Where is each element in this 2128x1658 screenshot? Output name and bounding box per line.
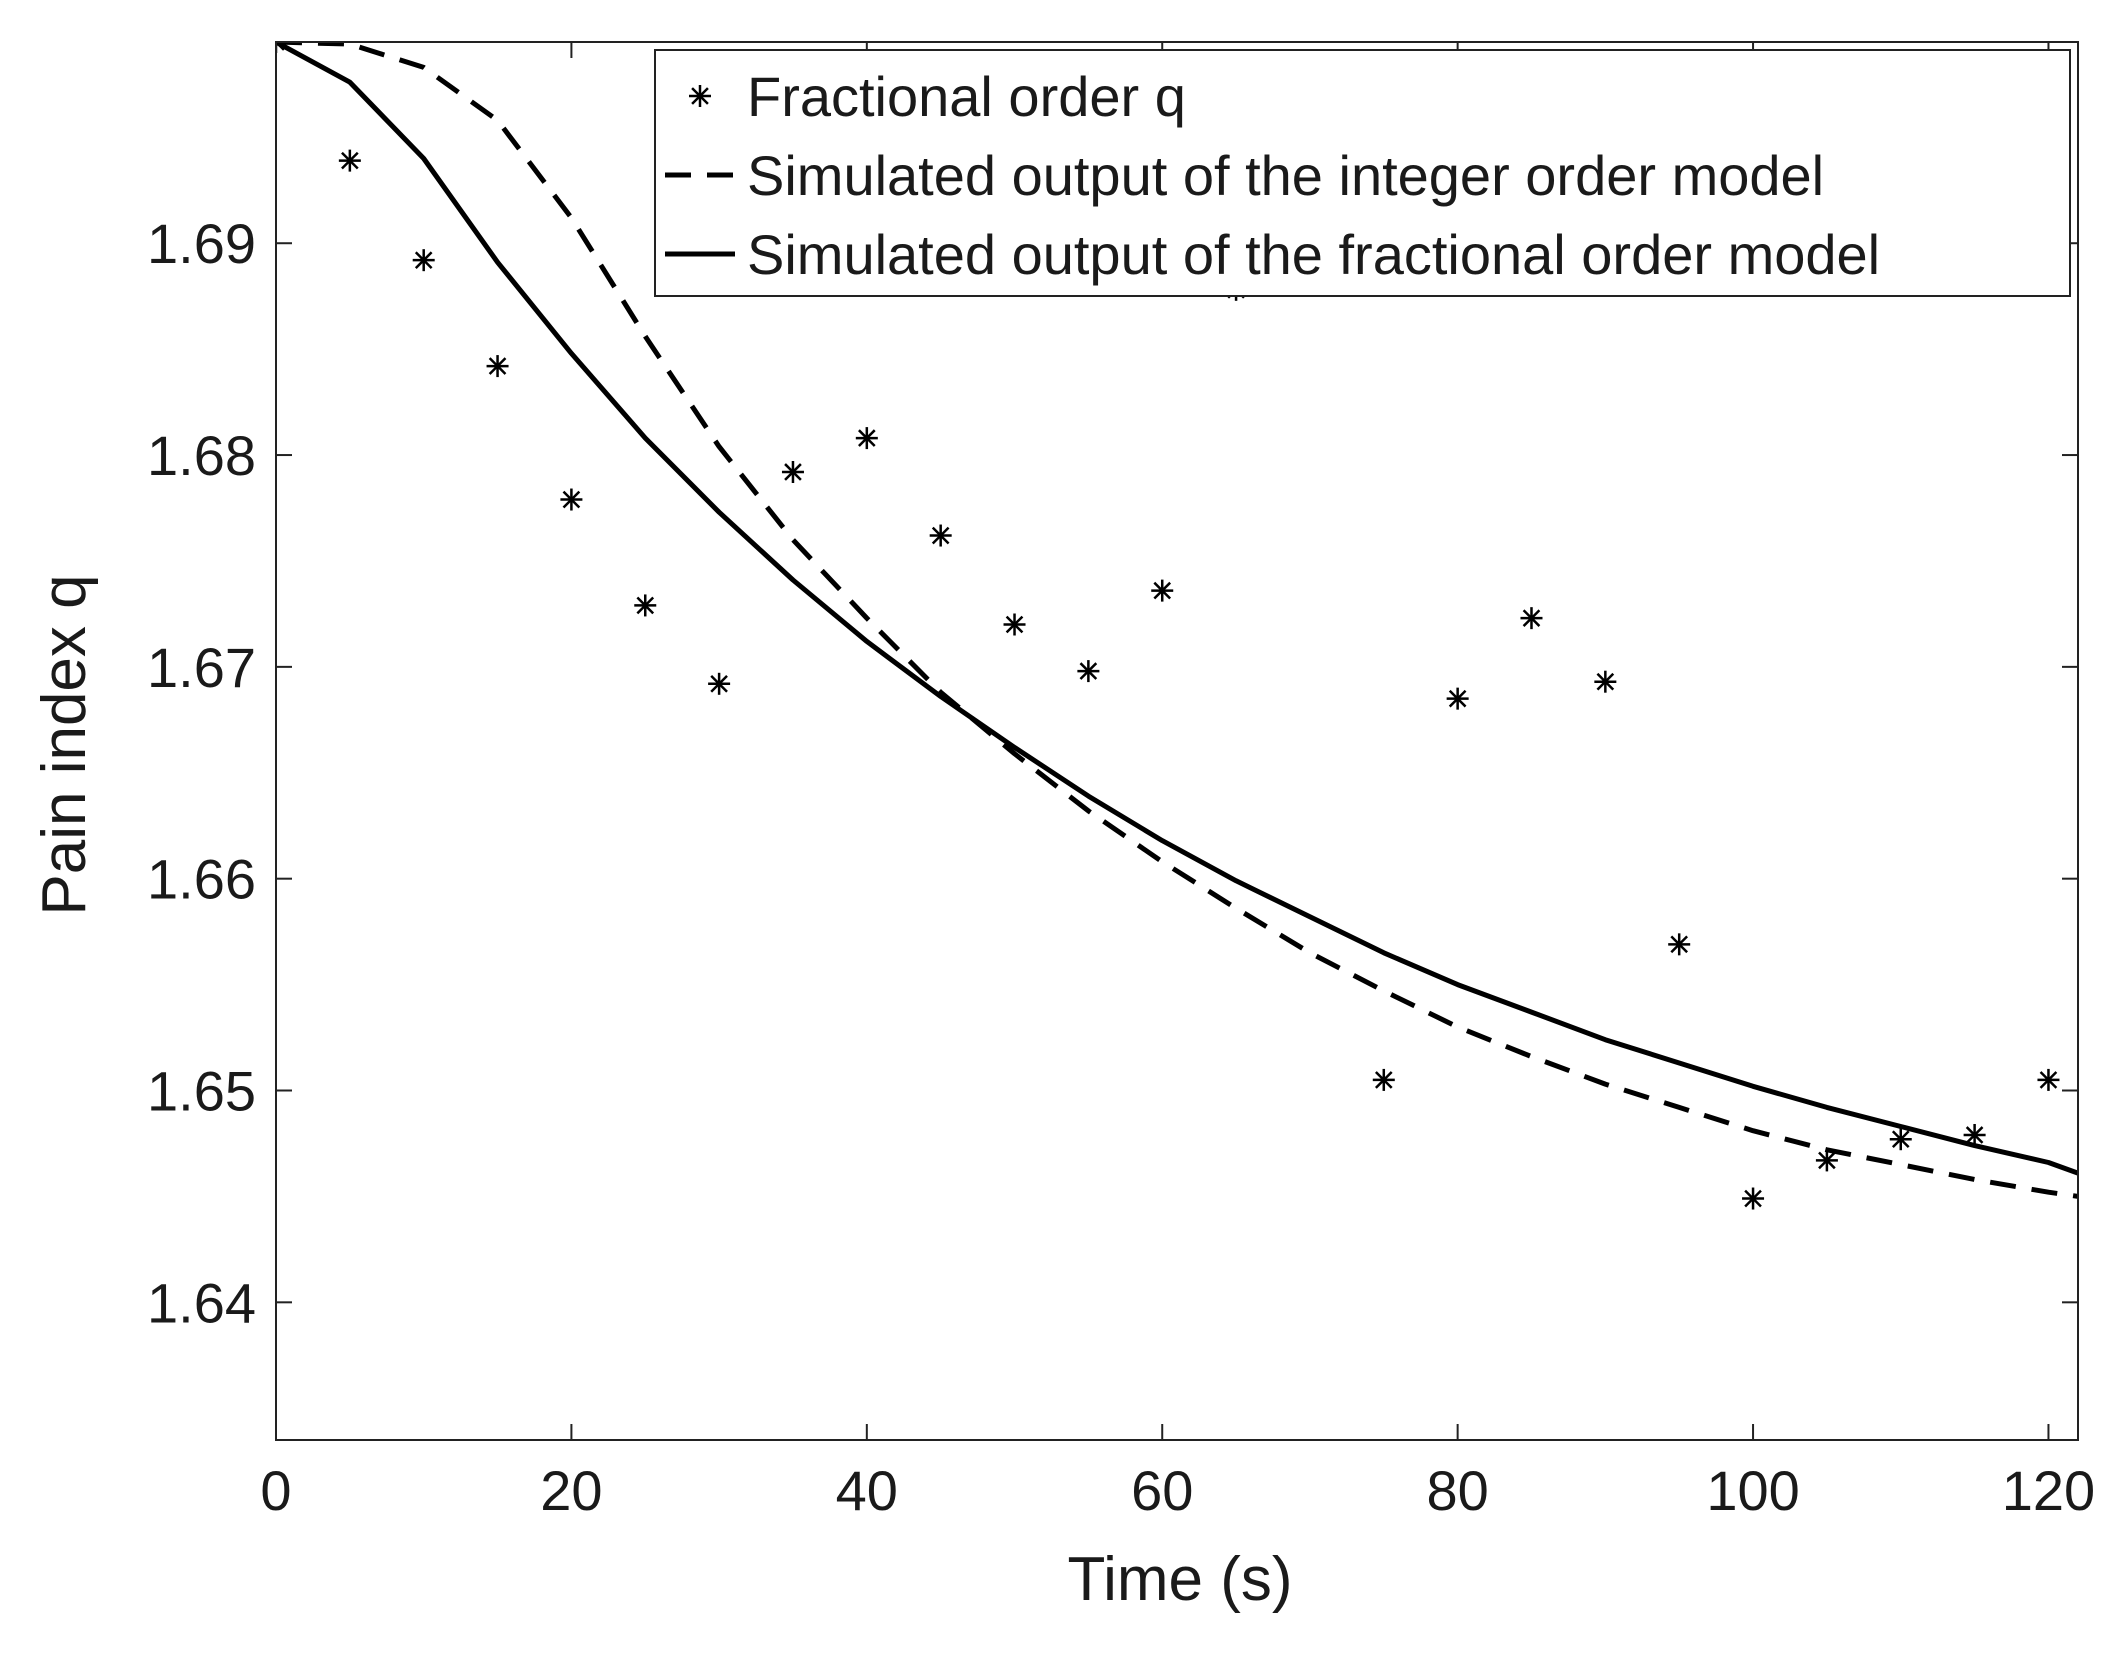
marker-stroke <box>1670 935 1689 954</box>
data-point <box>1372 1068 1395 1091</box>
data-point <box>1963 1123 1986 1146</box>
data-point <box>1742 1187 1765 1210</box>
data-point <box>929 524 952 547</box>
series-group <box>276 42 2078 1210</box>
y-tick-label: 1.65 <box>147 1060 256 1123</box>
x-tick-label: 20 <box>540 1459 602 1522</box>
marker-stroke <box>1744 1189 1762 1208</box>
legend-label: Simulated output of the fractional order… <box>747 223 1880 286</box>
data-point <box>1003 613 1026 636</box>
data-point <box>781 460 804 483</box>
data-point <box>1520 607 1543 630</box>
marker-stroke <box>562 490 581 509</box>
marker-stroke <box>858 429 876 447</box>
data-point <box>338 149 361 172</box>
marker-stroke <box>710 675 728 693</box>
marker-stroke <box>691 87 709 105</box>
y-tick-label: 1.66 <box>147 848 256 911</box>
legend-marker <box>689 85 711 107</box>
data-point <box>1446 687 1469 710</box>
x-tick-label: 0 <box>260 1459 291 1522</box>
marker-stroke <box>1005 615 1024 634</box>
marker-stroke <box>1448 689 1467 708</box>
data-point <box>486 355 509 378</box>
legend-label: Fractional order q <box>747 65 1186 128</box>
marker-stroke <box>414 251 433 269</box>
legend-box <box>654 49 2071 297</box>
data-point <box>2037 1068 2060 1091</box>
data-point <box>1815 1149 1838 1172</box>
data-point <box>708 672 731 695</box>
fractional-model-line <box>276 42 2078 1176</box>
marker-stroke <box>1079 662 1098 680</box>
data-point <box>1077 660 1100 683</box>
marker-stroke <box>1522 609 1541 627</box>
plot-area <box>276 42 2078 1210</box>
y-tick-label: 1.69 <box>147 212 256 275</box>
x-axis-title: Time (s) <box>1068 1545 1293 1614</box>
integer-model-line <box>276 42 2078 1199</box>
y-tick-label: 1.68 <box>147 424 256 487</box>
data-point <box>1594 670 1617 693</box>
x-tick-label: 120 <box>2002 1459 2095 1522</box>
marker-stroke <box>784 463 802 481</box>
legend-item: Simulated output of the integer order mo… <box>665 144 1824 207</box>
marker-stroke <box>636 596 655 615</box>
data-point <box>634 594 657 617</box>
y-tick-label: 1.67 <box>147 636 256 699</box>
data-point <box>412 249 435 272</box>
marker-stroke <box>1965 1126 1984 1144</box>
marker-stroke <box>488 357 507 375</box>
marker-stroke <box>341 151 359 170</box>
data-point <box>1889 1128 1912 1151</box>
legend: Fractional order q Simulated output of th… <box>654 49 2071 297</box>
data-point <box>1151 579 1174 602</box>
marker-stroke <box>1891 1130 1910 1149</box>
legend-item: Fractional order q <box>689 65 1186 128</box>
data-point <box>560 488 583 511</box>
x-tick-label: 100 <box>1706 1459 1799 1522</box>
legend-item: Simulated output of the fractional order… <box>665 223 1880 286</box>
data-point <box>855 427 878 450</box>
marker-stroke <box>1374 1071 1393 1089</box>
marker-stroke <box>2039 1071 2058 1089</box>
marker-stroke <box>1818 1151 1836 1170</box>
marker-stroke <box>931 526 950 545</box>
x-tick-label: 40 <box>836 1459 898 1522</box>
x-tick-label: 80 <box>1426 1459 1488 1522</box>
marker-stroke <box>1153 581 1172 600</box>
y-axis-title: Pain index q <box>30 574 99 915</box>
legend-label: Simulated output of the integer order mo… <box>747 144 1824 207</box>
y-tick-label: 1.64 <box>147 1271 256 1334</box>
marker-stroke <box>1596 672 1615 691</box>
axes-box <box>275 41 2079 1441</box>
x-tick-label: 60 <box>1131 1459 1193 1522</box>
axes: 0 20 40 60 80 100 120 1.64 1.65 1.66 1.67 1.68 1.69 <box>147 41 2095 1522</box>
data-point <box>1668 933 1691 956</box>
